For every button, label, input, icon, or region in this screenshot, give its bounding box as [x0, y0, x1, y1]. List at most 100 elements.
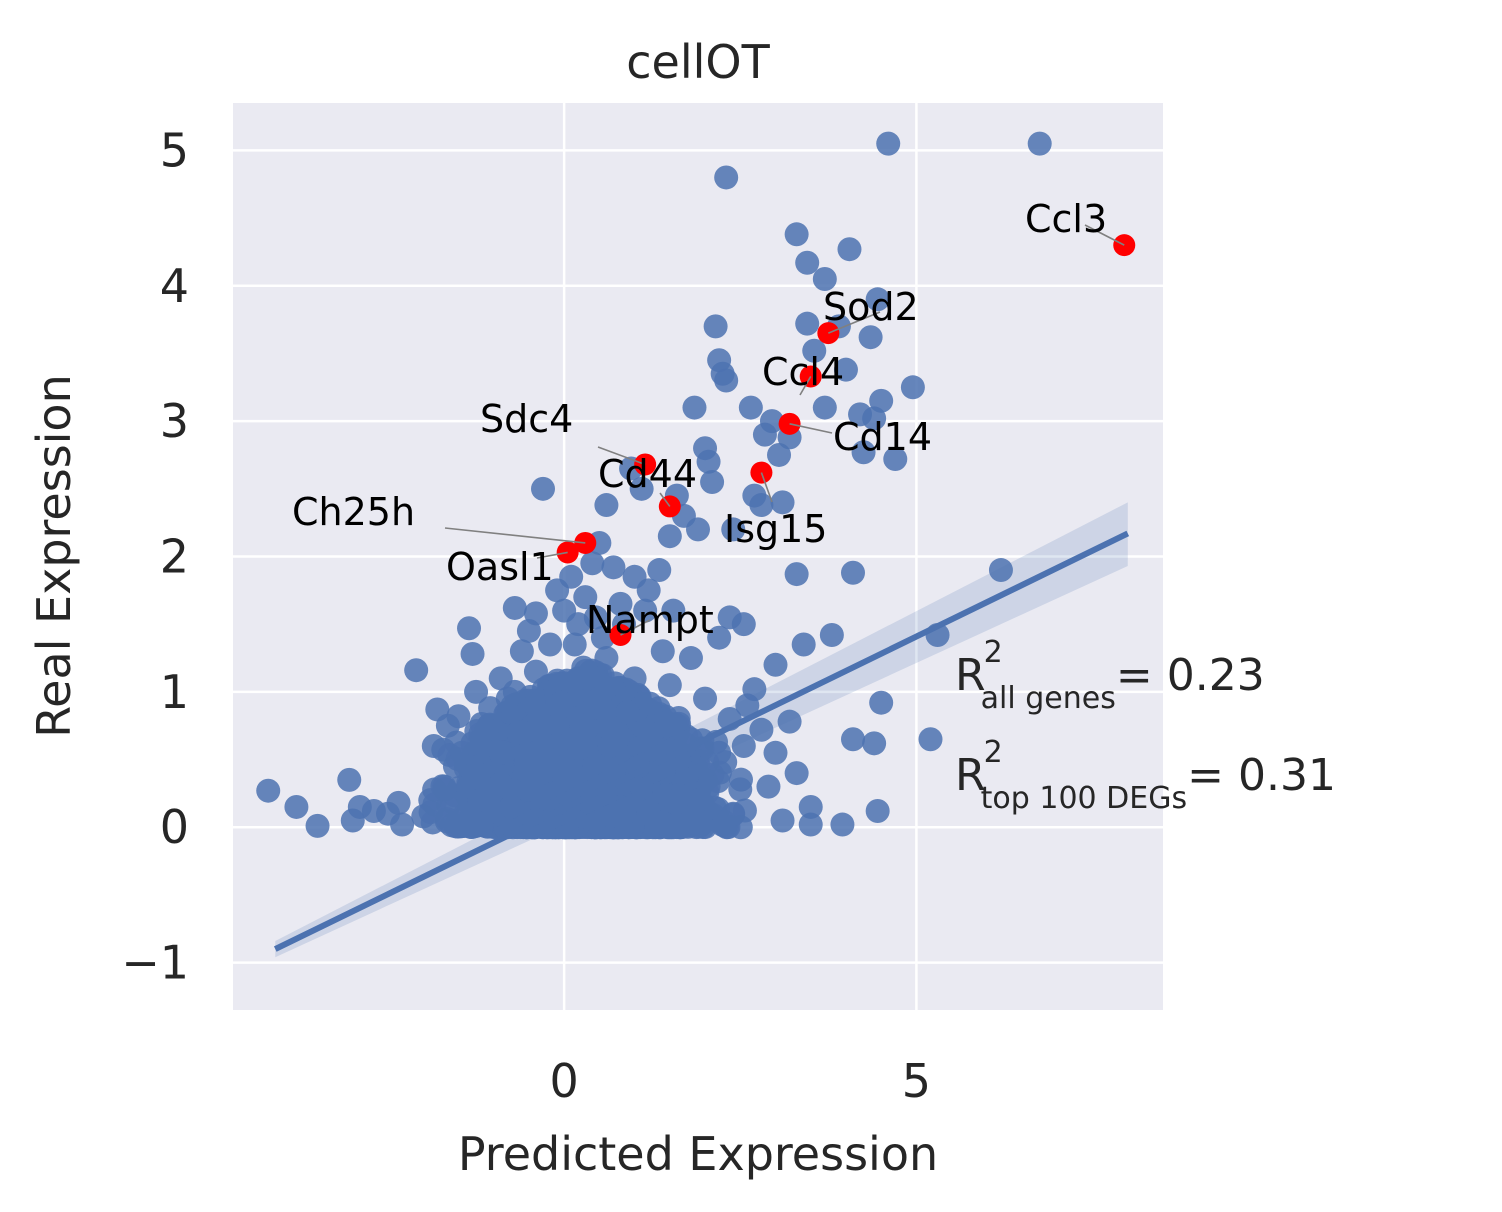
data-point — [791, 632, 816, 657]
data-point — [841, 727, 865, 752]
data-point — [580, 551, 605, 576]
data-point — [812, 266, 837, 291]
data-point — [686, 808, 710, 833]
data-point — [784, 562, 809, 587]
data-point — [763, 652, 788, 677]
data-point — [284, 794, 309, 819]
y-tick-label: 2 — [160, 530, 189, 584]
data-point — [707, 740, 732, 765]
gene-label: Sdc4 — [480, 397, 573, 441]
data-point — [601, 758, 626, 783]
annotation-arrow — [1084, 224, 1125, 246]
gene-label: Cd44 — [598, 452, 697, 496]
gene-label: Oasl1 — [446, 545, 554, 589]
data-point — [714, 368, 739, 393]
data-point — [629, 774, 654, 799]
data-point — [721, 517, 746, 542]
annotation-arrow — [536, 551, 568, 559]
data-point — [784, 222, 809, 247]
data-point — [569, 713, 594, 738]
data-point — [573, 585, 598, 610]
data-point — [795, 311, 820, 336]
data-point — [869, 690, 894, 715]
annotation-arrow — [620, 619, 651, 636]
gene-label: Ch25h — [292, 490, 415, 534]
data-point — [502, 595, 527, 620]
data-point — [862, 731, 887, 756]
data-point — [759, 409, 784, 434]
data-point — [562, 632, 587, 657]
r2-sup: 2 — [984, 735, 1003, 770]
data-point — [728, 777, 753, 802]
y-tick-label: −1 — [121, 936, 189, 990]
data-point — [608, 591, 633, 616]
data-point — [559, 564, 584, 589]
data-point — [587, 686, 612, 711]
data-point — [643, 736, 668, 761]
data-point — [657, 524, 682, 549]
regression-line — [273, 502, 1130, 958]
data-point — [770, 808, 795, 833]
data-point — [478, 696, 503, 721]
annotation-arrow — [799, 376, 812, 396]
data-point — [566, 666, 591, 691]
data-point — [693, 686, 718, 711]
r2-sub: all genes — [981, 681, 1116, 716]
gene-label: Ccl4 — [762, 350, 844, 394]
annotation-arrow — [597, 446, 646, 466]
data-point — [545, 693, 570, 718]
y-tick-label: 0 — [160, 800, 189, 854]
data-point — [488, 740, 513, 765]
tick-labels: 0 5 −1 0 1 2 3 4 5 — [121, 123, 931, 1108]
data-point — [756, 774, 781, 799]
data-point — [583, 605, 608, 630]
annotation-arrow — [444, 527, 586, 544]
data-point — [337, 767, 362, 792]
data-point — [869, 388, 894, 413]
data-point — [474, 717, 499, 742]
data-point — [446, 704, 471, 729]
data-point — [802, 338, 827, 363]
data-point — [622, 666, 647, 691]
data-point — [798, 812, 823, 837]
data-point — [615, 700, 640, 725]
data-point — [597, 734, 622, 759]
x-axis-label: Predicted Expression — [458, 1127, 938, 1181]
data-point — [386, 790, 411, 815]
data-point — [629, 476, 654, 501]
data-point — [678, 646, 703, 671]
gene-label: Cd14 — [833, 415, 932, 459]
data-point — [812, 395, 837, 420]
data-point — [523, 659, 548, 684]
data-point — [432, 774, 457, 799]
y-axis-label: Real Expression — [27, 374, 81, 738]
data-point — [731, 612, 756, 637]
data-point — [636, 578, 661, 603]
data-point — [404, 658, 429, 683]
annotation-arrow — [789, 423, 833, 434]
data-point — [830, 812, 855, 837]
gene-label: Sod2 — [823, 285, 919, 329]
data-point — [664, 788, 689, 813]
data-point — [865, 799, 890, 824]
data-point — [819, 623, 844, 648]
data-point — [749, 493, 774, 518]
regression-fit-line — [273, 530, 1130, 952]
data-point — [305, 813, 330, 838]
data-point — [460, 641, 485, 666]
data-point — [538, 632, 563, 657]
data-point — [594, 646, 619, 671]
chart-title: cellOT — [626, 35, 770, 89]
data-point — [851, 440, 876, 465]
data-point — [661, 598, 686, 623]
r2-base: R — [955, 650, 986, 701]
data-point — [608, 794, 633, 819]
data-point — [657, 673, 682, 698]
data-point — [883, 447, 908, 472]
data-point — [633, 598, 658, 623]
grid-lines — [233, 103, 1163, 1010]
y-tick-label: 1 — [160, 665, 189, 719]
data-point — [858, 325, 883, 350]
